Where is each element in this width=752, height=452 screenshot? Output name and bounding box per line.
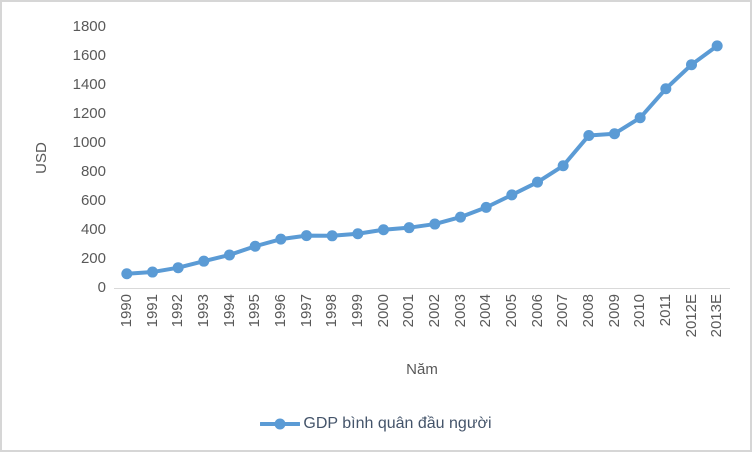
data-point-marker [378, 224, 389, 236]
data-point-marker [147, 266, 158, 278]
x-axis-tick-label: 1997 [297, 294, 315, 328]
series-line [124, 43, 720, 276]
x-axis-tick-label: 1996 [271, 294, 289, 328]
x-axis-tick-label: 1992 [169, 294, 187, 328]
data-point-marker [609, 128, 620, 140]
legend-marker-icon [260, 418, 301, 430]
legend-series-label: GDP bình quân đầu người [303, 415, 492, 432]
x-axis-tick-label: 1991 [143, 294, 161, 328]
x-axis-tick-label: 2004 [477, 294, 495, 328]
y-axis-tick-label: 600 [80, 192, 106, 209]
data-point-marker [686, 59, 697, 71]
data-point-marker [326, 230, 338, 242]
x-axis-tick-label: 2003 [451, 294, 469, 328]
y-axis-tick-label: 1600 [72, 47, 106, 64]
data-point-marker [121, 268, 133, 280]
x-axis-tick-label: 2002 [425, 294, 443, 328]
x-axis-tick-label: 1995 [246, 294, 264, 328]
data-point-marker [532, 176, 543, 188]
data-point-marker [455, 211, 466, 223]
x-axis-tick-label: 2013E [708, 294, 726, 338]
y-axis-tick-label: 200 [80, 250, 106, 267]
x-axis-tick-label: 2012E [682, 294, 700, 338]
data-point-marker [249, 240, 261, 252]
y-axis-tick-label: 1000 [72, 134, 106, 151]
data-point-marker [506, 189, 518, 201]
data-point-marker [198, 255, 210, 267]
x-axis-tick-label: 1998 [323, 294, 341, 328]
data-point-marker [429, 218, 441, 230]
data-point-marker [660, 83, 672, 95]
data-point-marker [301, 230, 312, 242]
x-axis-tick-label: 1993 [194, 294, 212, 328]
x-axis-tick-label: 2006 [528, 294, 546, 328]
data-point-marker [403, 222, 415, 234]
x-axis-tick-label: 1994 [220, 294, 238, 328]
y-axis-tick-label: 1800 [72, 18, 106, 35]
x-axis-tick-label: 1990 [117, 294, 135, 328]
x-axis-tick-label: 2011 [656, 294, 674, 327]
x-axis-title: Năm [406, 361, 438, 378]
y-axis-tick-label: 1200 [72, 105, 106, 122]
x-axis-tick-label: 2008 [579, 294, 597, 328]
x-axis-tick-label: 2010 [631, 294, 649, 328]
data-point-marker [711, 40, 723, 52]
data-point-marker [275, 233, 287, 245]
data-point-marker [634, 112, 646, 124]
x-axis-tick-label: 2005 [502, 294, 520, 328]
legend: GDP bình quân đầu người [2, 410, 750, 438]
data-point-marker [352, 228, 364, 240]
data-point-marker [583, 129, 595, 141]
x-axis-tick-label: 2007 [554, 294, 572, 328]
data-point-marker [224, 249, 235, 261]
y-axis-tick-label: 1400 [72, 76, 106, 93]
x-axis-tick-label: 2000 [374, 294, 392, 328]
data-point-marker [172, 262, 184, 274]
data-point-marker [557, 160, 569, 172]
x-axis-tick-label: 1999 [348, 294, 366, 328]
data-point-marker [480, 201, 492, 213]
x-axis-tick-label: 2001 [400, 294, 418, 328]
y-axis-tick-label: 400 [80, 221, 106, 238]
y-axis-tick-label: 0 [97, 279, 106, 296]
x-axis-tick-label: 2009 [605, 294, 623, 328]
y-axis-tick-label: 800 [80, 163, 106, 180]
